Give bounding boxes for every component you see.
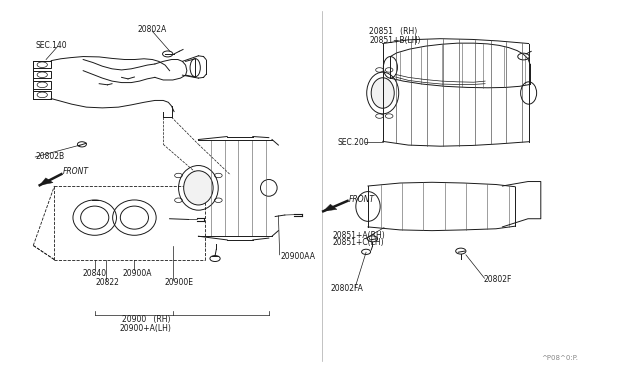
Bar (33, 81, 51, 89)
Text: 20900E: 20900E (164, 278, 194, 287)
Text: SEC.200: SEC.200 (338, 138, 369, 147)
Text: 20851   (RH): 20851 (RH) (369, 27, 417, 36)
Text: 20802FA: 20802FA (330, 284, 363, 293)
Text: FRONT: FRONT (349, 195, 375, 203)
Text: 20900   (RH): 20900 (RH) (122, 315, 170, 324)
Ellipse shape (371, 78, 394, 108)
Ellipse shape (184, 171, 213, 205)
Text: 20802A: 20802A (138, 25, 167, 34)
Bar (198, 140, 272, 236)
Polygon shape (40, 178, 53, 185)
Bar (33, 71, 51, 78)
Text: 20802F: 20802F (484, 275, 512, 284)
Text: 20851+A(RH): 20851+A(RH) (333, 231, 385, 240)
Bar (33, 91, 51, 99)
Text: FRONT: FRONT (63, 167, 89, 176)
Text: SEC.140: SEC.140 (35, 41, 67, 50)
Text: 20851+C(LH): 20851+C(LH) (333, 238, 385, 247)
Text: 20900A: 20900A (123, 269, 152, 278)
Text: ^P08^0:P.: ^P08^0:P. (541, 355, 578, 361)
Text: 20822: 20822 (95, 278, 120, 287)
Text: 20900AA: 20900AA (280, 252, 316, 261)
Text: 20802B: 20802B (35, 153, 65, 161)
Bar (33, 61, 51, 68)
Text: 20840: 20840 (83, 269, 107, 278)
Text: 20900+A(LH): 20900+A(LH) (120, 324, 172, 333)
Polygon shape (323, 204, 337, 211)
Text: 20851+B(LH): 20851+B(LH) (369, 36, 420, 45)
